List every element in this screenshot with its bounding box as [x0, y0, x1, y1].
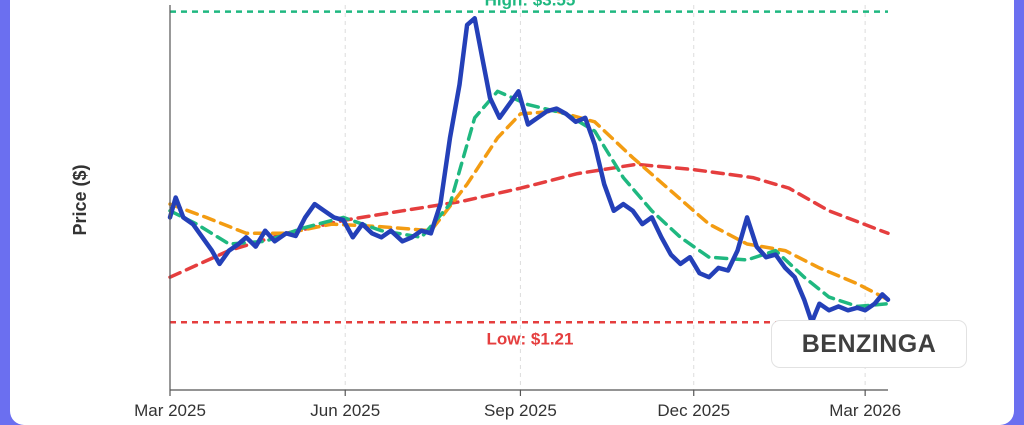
x-tick-label: Mar 2026 [829, 401, 901, 420]
x-tick-label: Sep 2025 [484, 401, 557, 420]
low-reference-label: Low: $1.21 [487, 329, 574, 348]
x-tick-label: Dec 2025 [657, 401, 730, 420]
x-tick-label: Mar 2025 [134, 401, 206, 420]
x-tick-label: Jun 2025 [310, 401, 380, 420]
series-lines [167, 16, 891, 325]
high-reference-label: High: $3.55 [485, 0, 576, 10]
chart-card: High: $3.55 Low: $1.21 Mar 2025 Jun 2025 Se… [10, 0, 1014, 425]
y-axis-label: Price ($) [70, 164, 90, 235]
benzinga-watermark: BENZINGA [771, 320, 967, 368]
reference-lines: High: $3.55 Low: $1.21 [170, 0, 888, 348]
ma-mid-series-line [168, 109, 890, 302]
axes: Mar 2025 Jun 2025 Sep 2025 Dec 2025 Mar 2026 [134, 5, 901, 420]
price-series-line [167, 16, 891, 325]
price-chart: High: $3.55 Low: $1.21 Mar 2025 Jun 2025 Se… [70, 0, 901, 420]
